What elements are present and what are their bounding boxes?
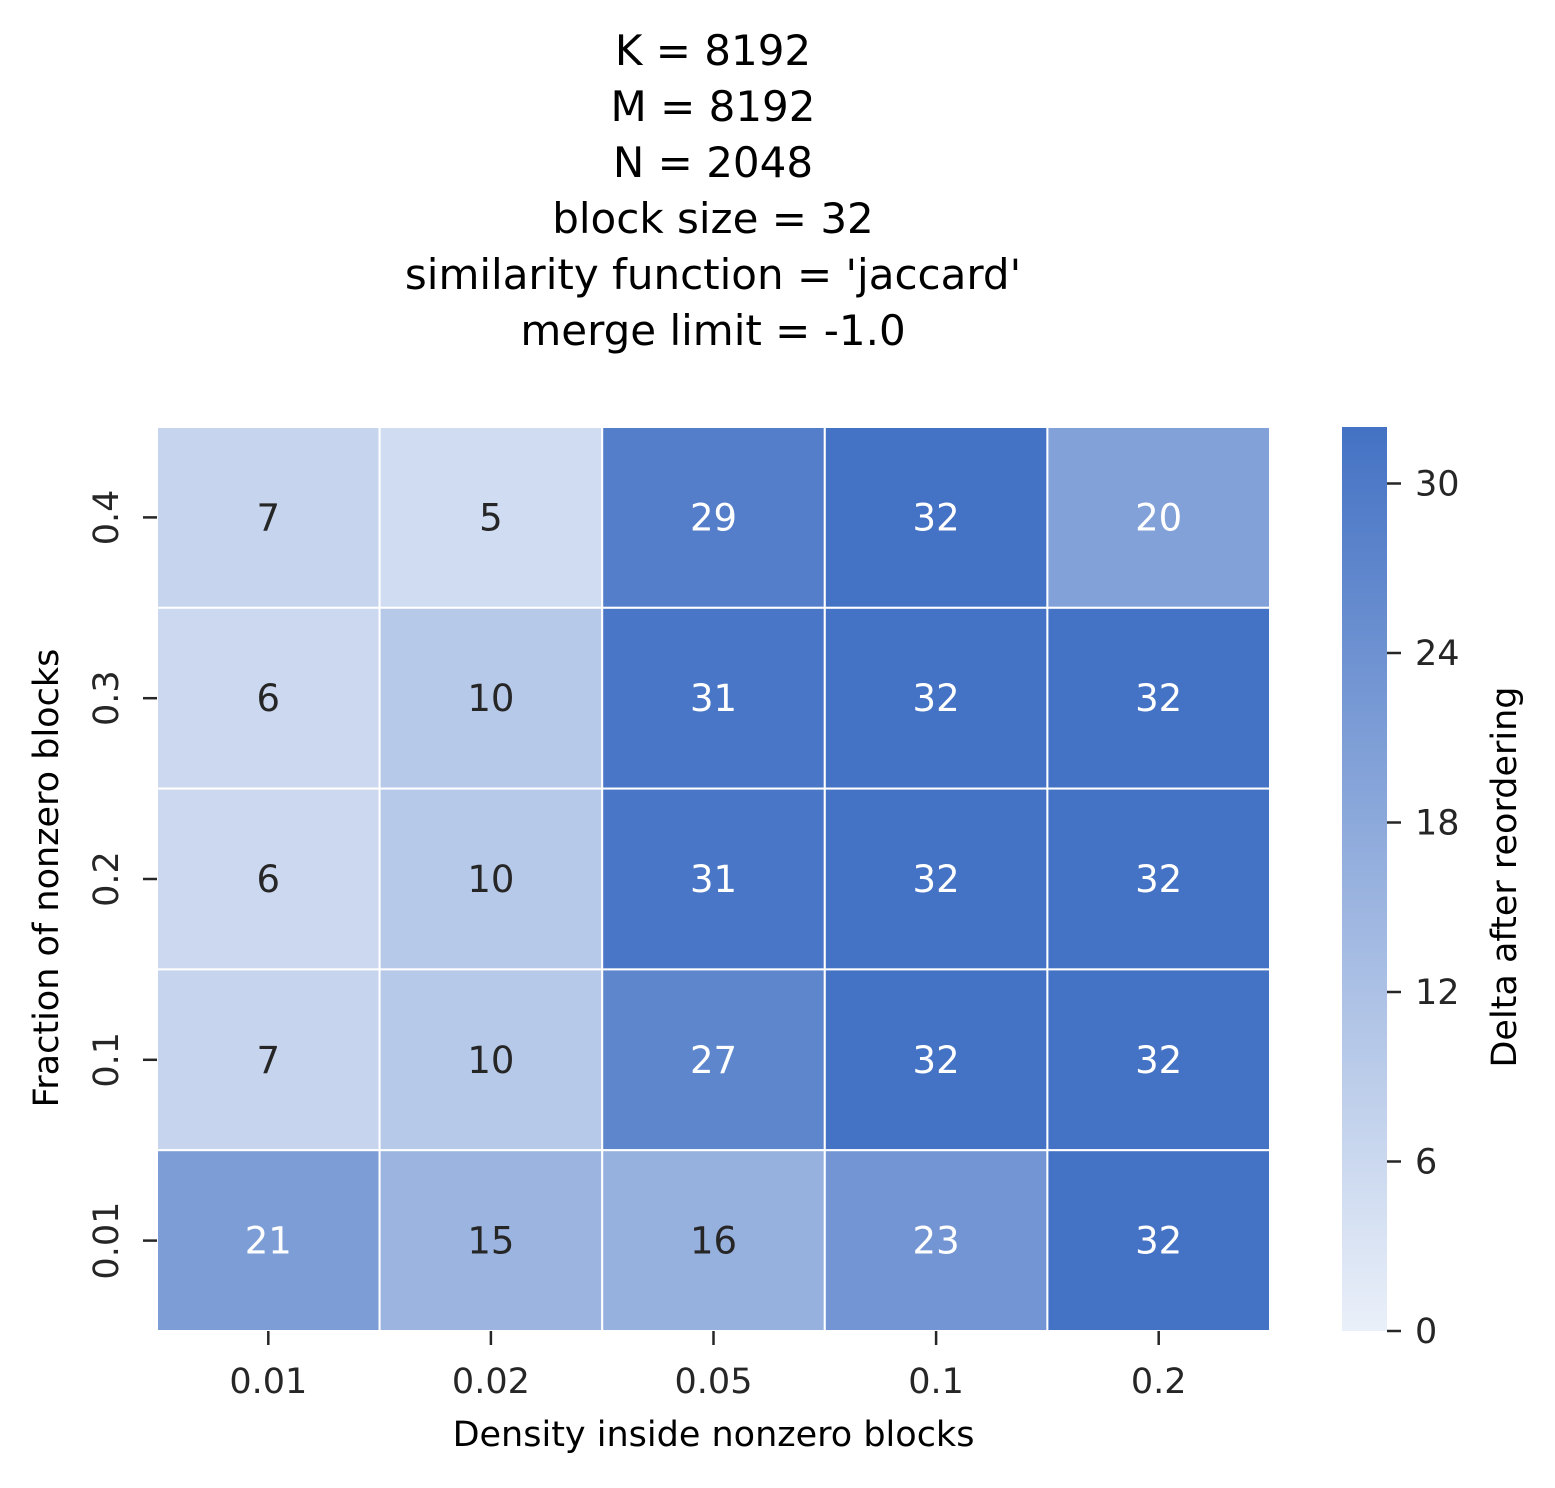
- y-tick-label: 0.3: [87, 670, 127, 726]
- colorbar-tick-label: 18: [1415, 804, 1460, 844]
- cell-value-label: 31: [690, 858, 737, 901]
- cell-value-label: 21: [245, 1220, 292, 1263]
- colorbar: [1342, 427, 1387, 1331]
- x-axis-label: Density inside nonzero blocks: [453, 1415, 975, 1455]
- colorbar-tick-label: 0: [1415, 1312, 1437, 1352]
- cell-value-label: 7: [257, 1039, 281, 1082]
- cell-value-label: 31: [690, 677, 737, 720]
- heatmap-cell: [378, 426, 604, 609]
- title-line: M = 8192: [610, 82, 815, 131]
- cell-value-label: 32: [1135, 858, 1182, 901]
- heatmap-cell: [378, 1149, 604, 1332]
- x-axis-ticks: 0.01 0.02 0.05 0.1 0.2: [229, 1331, 1187, 1402]
- colorbar-tick-label: 24: [1415, 634, 1460, 674]
- y-axis-ticks: 0.4 0.3 0.2 0.1 0.01: [87, 490, 157, 1280]
- x-tick-label: 0.1: [908, 1362, 964, 1402]
- heatmap-cell: [156, 426, 381, 609]
- cell-value-label: 10: [467, 1039, 514, 1082]
- heatmap-cell: [823, 426, 1049, 609]
- cell-value-label: 27: [690, 1039, 737, 1082]
- cell-value-label: 32: [913, 677, 960, 720]
- heatmap-cell: [1046, 426, 1272, 609]
- heatmap-cell: [378, 787, 604, 971]
- y-axis-label: Fraction of nonzero blocks: [27, 649, 67, 1108]
- heatmap-cell: [1046, 1149, 1272, 1332]
- heatmap-cell: [601, 1149, 826, 1332]
- cell-value-label: 10: [467, 677, 514, 720]
- heatmap-cell: [601, 787, 826, 971]
- cell-value-label: 32: [913, 496, 960, 539]
- cell-value-label: 6: [257, 677, 281, 720]
- y-tick-label: 0.1: [87, 1032, 127, 1088]
- y-tick-label: 0.4: [87, 490, 127, 546]
- y-tick-label: 0.2: [87, 851, 127, 907]
- cell-value-label: 10: [467, 858, 514, 901]
- colorbar-tick-label: 12: [1415, 973, 1460, 1013]
- heatmap-cell: [601, 426, 826, 609]
- heatmap-cell: [378, 968, 604, 1152]
- heatmap-cell: [601, 968, 826, 1152]
- cell-value-label: 16: [690, 1220, 737, 1263]
- x-tick-label: 0.01: [229, 1362, 307, 1402]
- cell-value-label: 23: [913, 1220, 960, 1263]
- cell-value-label: 7: [257, 496, 281, 539]
- cell-value-label: 32: [1135, 1220, 1182, 1263]
- cell-value-label: 29: [690, 496, 737, 539]
- title-line: merge limit = -1.0: [520, 306, 905, 355]
- heatmap-cell: [156, 606, 381, 790]
- heatmap-cell: [1046, 787, 1272, 971]
- heatmap-cell: [1046, 968, 1272, 1152]
- x-tick-label: 0.2: [1131, 1362, 1187, 1402]
- cell-value-label: 5: [479, 496, 503, 539]
- x-tick-label: 0.05: [675, 1362, 753, 1402]
- x-tick-label: 0.02: [452, 1362, 530, 1402]
- cell-value-label: 32: [1135, 1039, 1182, 1082]
- colorbar-ticks: 0 6 12 18 24 30: [1387, 465, 1460, 1352]
- heatmap-cell: [823, 787, 1049, 971]
- cell-value-label: 32: [1135, 677, 1182, 720]
- heatmap-cell: [601, 606, 826, 790]
- title-line: similarity function = 'jaccard': [405, 250, 1021, 299]
- chart-title: K = 8192 M = 8192 N = 2048 block size = 32 s…: [405, 26, 1021, 355]
- cell-value-label: 32: [913, 858, 960, 901]
- colorbar-tick-label: 6: [1415, 1143, 1437, 1183]
- title-line: K = 8192: [615, 26, 811, 75]
- title-line: N = 2048: [613, 138, 813, 187]
- heatmap-cells: 7 5 29 32 20 6 10 31 32 32 6 10 31 32 32 7 10 27 32 32 21 15 1…: [156, 426, 1272, 1332]
- cell-value-label: 6: [257, 858, 281, 901]
- colorbar-label: Delta after reordering: [1485, 686, 1525, 1067]
- colorbar-tick-label: 30: [1415, 465, 1460, 505]
- heatmap-cell: [1046, 606, 1272, 790]
- cell-value-label: 15: [467, 1220, 514, 1263]
- cell-value-label: 20: [1135, 496, 1182, 539]
- title-line: block size = 32: [552, 194, 874, 243]
- cell-value-label: 32: [913, 1039, 960, 1082]
- heatmap-cell: [156, 1149, 381, 1332]
- heatmap-cell: [823, 968, 1049, 1152]
- y-tick-label: 0.01: [87, 1202, 127, 1280]
